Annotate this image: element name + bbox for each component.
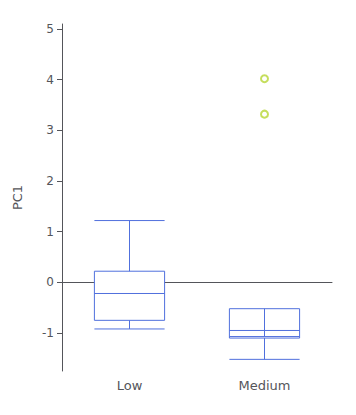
svg-text:Low: Low	[117, 378, 143, 393]
svg-text:Medium: Medium	[239, 378, 291, 393]
svg-text:0: 0	[46, 275, 54, 289]
svg-text:4: 4	[46, 73, 54, 87]
svg-text:-1: -1	[42, 326, 54, 340]
svg-text:2: 2	[46, 174, 54, 188]
svg-text:1: 1	[46, 225, 54, 239]
svg-text:5: 5	[46, 22, 54, 36]
svg-text:3: 3	[46, 123, 54, 137]
svg-text:PC1: PC1	[10, 185, 25, 210]
